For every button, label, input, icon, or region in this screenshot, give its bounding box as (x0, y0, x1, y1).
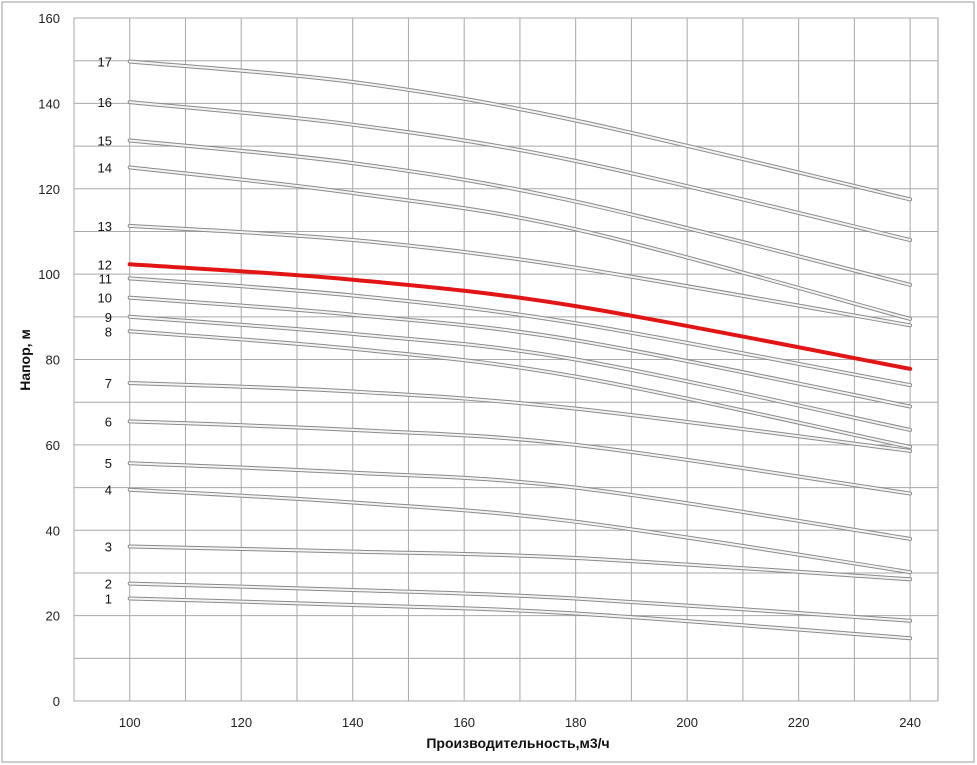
series-line-15 (128, 139, 912, 286)
y-tick-label: 160 (38, 11, 60, 26)
axes: 100 120 140 160 180 200 220 240 0 20 40 60 80 100 120 1… (38, 11, 921, 730)
series-label-9: 9 (105, 310, 112, 325)
x-tick-label: 180 (565, 715, 587, 730)
series-line-4 (128, 488, 912, 574)
series-line-11 (128, 277, 912, 387)
series-line-13 (128, 224, 912, 327)
series-line-16 (128, 101, 912, 241)
y-tick-label: 140 (38, 96, 60, 111)
y-tick-label: 60 (46, 438, 60, 453)
x-tick-label: 140 (342, 715, 364, 730)
series-line-2 (128, 582, 912, 622)
x-axis-title: Производительность,м3/ч (426, 735, 609, 751)
series-label-1: 1 (105, 592, 112, 607)
series-label-12: 12 (98, 257, 112, 272)
series-line-17 (128, 60, 912, 201)
series-label-16: 16 (98, 95, 112, 110)
series-label-2: 2 (105, 577, 112, 592)
x-tick-label: 240 (899, 715, 921, 730)
series-label-11: 11 (99, 271, 113, 286)
series-label-5: 5 (105, 456, 112, 471)
series-label-8: 8 (105, 324, 112, 339)
series-label-14: 14 (98, 160, 112, 175)
series-label-13: 13 (98, 219, 112, 234)
y-tick-label: 120 (38, 182, 60, 197)
series-label-10: 10 (98, 291, 112, 306)
series-label-3: 3 (105, 539, 112, 554)
series-line-6 (128, 420, 912, 495)
series-line-3 (128, 545, 912, 581)
x-tick-label: 160 (453, 715, 475, 730)
series-line-1 (128, 597, 912, 640)
x-tick-label: 120 (230, 715, 252, 730)
y-tick-label: 0 (53, 694, 60, 709)
y-tick-label: 100 (38, 267, 60, 282)
y-tick-label: 20 (46, 609, 60, 624)
series-label-4: 4 (105, 483, 112, 498)
series-line-5 (128, 462, 912, 540)
series-line-10 (128, 296, 912, 408)
x-tick-label: 220 (788, 715, 810, 730)
x-tick-label: 100 (119, 715, 141, 730)
y-tick-label: 40 (46, 523, 60, 538)
series-line-7 (128, 382, 912, 452)
series-group (127, 59, 913, 641)
x-tick-label: 200 (676, 715, 698, 730)
y-tick-label: 80 (46, 353, 60, 368)
series-label-6: 6 (105, 414, 112, 429)
series-line-9 (128, 315, 912, 431)
series-label-7: 7 (105, 376, 112, 391)
series-line-12 (127, 262, 913, 371)
series-line-14 (128, 166, 912, 320)
y-axis-title: Напор, м (17, 329, 33, 391)
series-line-8 (128, 330, 912, 448)
series-label-17: 17 (98, 55, 112, 70)
series-label-15: 15 (98, 134, 112, 149)
